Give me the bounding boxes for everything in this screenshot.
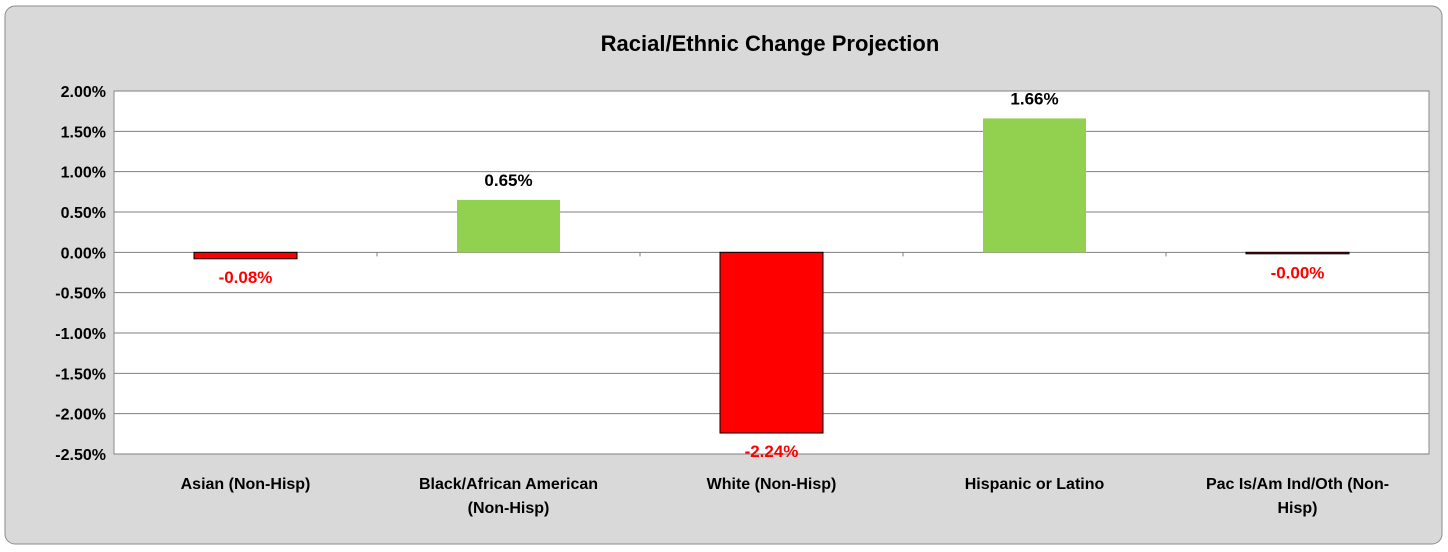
y-tick-label: 0.50% [61,205,106,222]
y-axis-ticks: 2.00% 1.50% 1.00% 0.50% 0.00% -0.50% -1.00% -1.… [55,84,106,464]
x-tick-label: Pac Is/Am Ind/Oth (Non- [1206,476,1389,493]
bar [719,251,824,434]
y-tick-label: -2.50% [55,447,106,464]
bars [193,118,1350,434]
bar [457,199,560,253]
bar [193,251,298,260]
x-tick-label: Black/African American [419,476,598,493]
y-tick-label: -0.50% [55,286,106,303]
bar [983,118,1086,253]
data-labels: -0.08% 0.65% -2.24% 1.66% -0.00% [219,89,1325,461]
x-tick-label: Hispanic or Latino [965,476,1105,493]
x-axis-ticks: Asian (Non-Hisp) Black/African American (N… [181,476,1389,517]
chart-title: Racial/Ethnic Change Projection [601,31,940,56]
x-tick-label: White (Non-Hisp) [707,476,837,493]
data-label: -0.08% [219,268,273,287]
x-tick-label: Asian (Non-Hisp) [181,476,311,493]
y-tick-label: 1.00% [61,165,106,182]
y-tick-label: 1.50% [61,124,106,141]
data-label: -2.24% [745,442,799,461]
x-tick-label: (Non-Hisp) [468,500,550,517]
y-tick-label: 0.00% [61,245,106,262]
data-label: 0.65% [484,171,532,190]
data-label: 1.66% [1010,89,1058,108]
y-tick-label: -2.00% [55,407,106,424]
data-label: -0.00% [1271,263,1325,282]
y-tick-label: -1.00% [55,326,106,343]
x-tick-label: Hisp) [1278,500,1318,517]
y-tick-label: -1.50% [55,366,106,383]
y-tick-label: 2.00% [61,84,106,101]
bar [1245,251,1350,255]
